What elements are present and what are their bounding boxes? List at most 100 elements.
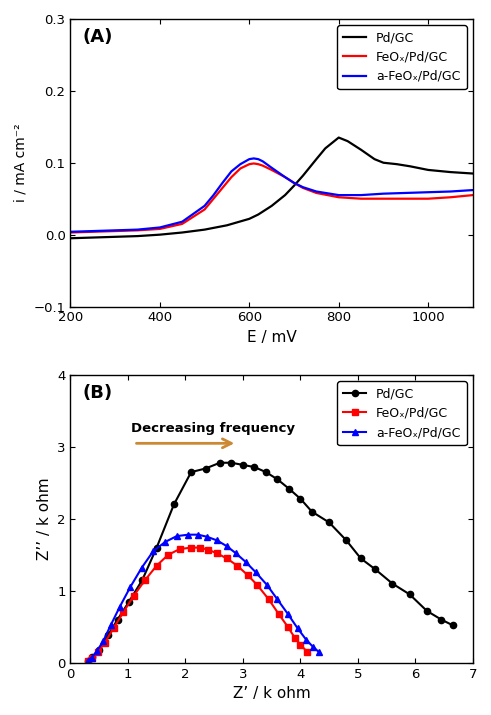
Pd/GC — [217, 458, 223, 467]
Legend: Pd/GC, FeOₓ/Pd/GC, a-FeOₓ/Pd/GC: Pd/GC, FeOₓ/Pd/GC, a-FeOₓ/Pd/GC — [337, 25, 466, 89]
a-FeOₓ/Pd/GC — [233, 549, 239, 558]
FeOₓ/Pd/GC — [205, 546, 211, 554]
Pd/GC — [240, 460, 246, 469]
a-FeOₓ/Pd/GC — [195, 531, 201, 539]
Pd/GC — [157, 230, 163, 239]
Pd/GC — [358, 145, 364, 154]
a-FeOₓ/Pd/GC — [291, 179, 297, 187]
a-FeOₓ/Pd/GC — [219, 179, 225, 187]
Pd/GC — [408, 162, 413, 171]
FeOₓ/Pd/GC — [336, 193, 342, 202]
FeOₓ/Pd/GC — [177, 545, 183, 553]
a-FeOₓ/Pd/GC — [316, 648, 322, 656]
Pd/GC — [90, 233, 96, 242]
a-FeOₓ/Pd/GC — [228, 167, 234, 176]
a-FeOₓ/Pd/GC — [358, 191, 364, 199]
a-FeOₓ/Pd/GC — [89, 654, 95, 662]
a-FeOₓ/Pd/GC — [470, 186, 476, 194]
Line: Pd/GC: Pd/GC — [84, 460, 456, 664]
a-FeOₓ/Pd/GC — [204, 533, 210, 541]
a-FeOₓ/Pd/GC — [251, 154, 257, 163]
Pd/GC — [358, 554, 364, 563]
FeOₓ/Pd/GC — [245, 571, 250, 579]
FeOₓ/Pd/GC — [254, 581, 260, 589]
a-FeOₓ/Pd/GC — [157, 223, 163, 232]
FeOₓ/Pd/GC — [67, 228, 73, 237]
a-FeOₓ/Pd/GC — [90, 227, 96, 235]
Pd/GC — [251, 463, 257, 471]
Pd/GC — [112, 232, 118, 241]
FeOₓ/Pd/GC — [95, 648, 101, 656]
Pd/GC — [291, 182, 297, 190]
FeOₓ/Pd/GC — [89, 654, 95, 662]
Pd/GC — [326, 518, 332, 527]
FeOₓ/Pd/GC — [188, 543, 194, 552]
a-FeOₓ/Pd/GC — [403, 189, 409, 197]
Pd/GC — [105, 631, 111, 640]
a-FeOₓ/Pd/GC — [448, 187, 454, 196]
Pd/GC — [323, 144, 328, 152]
FeOₓ/Pd/GC — [202, 205, 208, 214]
Pd/GC — [282, 191, 288, 199]
Text: (B): (B) — [82, 384, 112, 402]
FeOₓ/Pd/GC — [154, 561, 160, 570]
a-FeOₓ/Pd/GC — [150, 547, 156, 556]
a-FeOₓ/Pd/GC — [238, 160, 244, 169]
a-FeOₓ/Pd/GC — [269, 164, 274, 172]
FeOₓ/Pd/GC — [214, 549, 220, 558]
Pd/GC — [179, 228, 185, 237]
FeOₓ/Pd/GC — [448, 193, 454, 202]
a-FeOₓ/Pd/GC — [303, 636, 309, 644]
FeOₓ/Pd/GC — [298, 641, 303, 649]
a-FeOₓ/Pd/GC — [67, 227, 73, 236]
Pd/GC — [470, 169, 476, 178]
a-FeOₓ/Pd/GC — [211, 191, 217, 199]
a-FeOₓ/Pd/GC — [264, 581, 270, 589]
FeOₓ/Pd/GC — [224, 554, 230, 563]
Text: (A): (A) — [82, 27, 113, 46]
FeOₓ/Pd/GC — [266, 595, 272, 603]
Pd/GC — [448, 168, 454, 177]
X-axis label: Z’ / k ohm: Z’ / k ohm — [233, 686, 310, 701]
X-axis label: E / mV: E / mV — [247, 330, 297, 345]
Pd/GC — [425, 166, 431, 174]
Pd/GC — [154, 543, 160, 552]
FeOₓ/Pd/GC — [85, 656, 91, 665]
Pd/GC — [263, 468, 269, 476]
Pd/GC — [246, 214, 252, 223]
a-FeOₓ/Pd/GC — [243, 558, 249, 566]
Line: a-FeOₓ/Pd/GC: a-FeOₓ/Pd/GC — [70, 159, 473, 232]
FeOₓ/Pd/GC — [211, 194, 217, 203]
FeOₓ/Pd/GC — [300, 184, 306, 192]
FeOₓ/Pd/GC — [403, 194, 409, 203]
a-FeOₓ/Pd/GC — [246, 155, 252, 164]
FeOₓ/Pd/GC — [102, 638, 108, 647]
Pd/GC — [286, 484, 292, 493]
Pd/GC — [139, 576, 145, 584]
Pd/GC — [126, 597, 132, 606]
FeOₓ/Pd/GC — [275, 609, 281, 618]
a-FeOₓ/Pd/GC — [214, 536, 220, 545]
a-FeOₓ/Pd/GC — [224, 542, 230, 551]
Pd/GC — [89, 653, 95, 661]
a-FeOₓ/Pd/GC — [255, 155, 261, 164]
Pd/GC — [438, 615, 444, 623]
a-FeOₓ/Pd/GC — [127, 583, 133, 591]
a-FeOₓ/Pd/GC — [100, 637, 106, 646]
FeOₓ/Pd/GC — [292, 633, 298, 642]
FeOₓ/Pd/GC — [304, 648, 310, 656]
a-FeOₓ/Pd/GC — [310, 643, 316, 651]
a-FeOₓ/Pd/GC — [381, 189, 386, 198]
Pd/GC — [96, 646, 102, 654]
FeOₓ/Pd/GC — [219, 184, 225, 192]
FeOₓ/Pd/GC — [260, 162, 266, 170]
Y-axis label: i / mA cm⁻²: i / mA cm⁻² — [14, 124, 28, 202]
Pd/GC — [407, 590, 412, 598]
Pd/GC — [309, 508, 315, 516]
Pd/GC — [372, 155, 378, 164]
FeOₓ/Pd/GC — [381, 194, 386, 203]
a-FeOₓ/Pd/GC — [85, 656, 91, 665]
FeOₓ/Pd/GC — [358, 194, 364, 203]
FeOₓ/Pd/GC — [282, 173, 288, 182]
Pd/GC — [228, 458, 234, 467]
